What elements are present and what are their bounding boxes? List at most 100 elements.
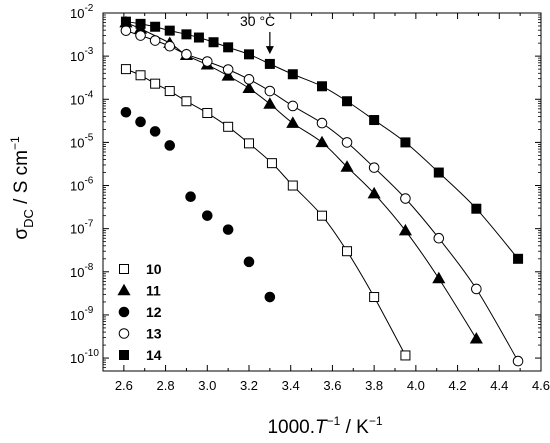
point-10 <box>202 108 213 119</box>
point-14 <box>342 96 353 107</box>
point-14 <box>120 16 131 27</box>
point-10 <box>120 64 131 75</box>
point-12 <box>135 116 146 128</box>
y-tick-label: 10-10 <box>70 348 99 366</box>
legend-marker-13 <box>118 328 130 339</box>
x-tick-label: 2.6 <box>115 378 133 393</box>
x-tick-label: 3.8 <box>365 378 383 393</box>
point-13 <box>164 40 176 52</box>
y-tick-label: 10-7 <box>70 219 94 237</box>
x-tick-label: 3.6 <box>323 378 341 393</box>
point-14 <box>471 203 482 214</box>
x-axis-title-sup2: −1 <box>369 414 383 428</box>
point-14 <box>264 58 275 69</box>
x-tick-label: 4.6 <box>532 378 550 393</box>
point-11 <box>242 81 256 94</box>
point-14 <box>369 115 380 126</box>
point-13 <box>471 283 482 295</box>
point-11 <box>263 97 277 109</box>
point-10 <box>400 350 411 361</box>
point-12 <box>222 224 234 235</box>
point-10 <box>135 70 146 81</box>
x-axis-title-mid: / K <box>340 417 369 438</box>
point-12 <box>201 210 213 221</box>
y-axis-title: σDC / S cm−1 <box>8 136 36 240</box>
y-axis-title-sub: DC <box>21 209 36 228</box>
point-13 <box>149 35 161 46</box>
annotation-label: 30 °C <box>240 13 275 29</box>
point-13 <box>120 25 132 36</box>
point-14 <box>193 32 204 43</box>
y-axis-title-sup: −1 <box>8 136 22 150</box>
point-13 <box>222 64 234 75</box>
legend-label-11: 11 <box>146 283 161 299</box>
legend-marker-10 <box>119 264 129 274</box>
point-10 <box>164 86 175 97</box>
point-13 <box>316 117 328 129</box>
legend-marker-11 <box>117 283 131 296</box>
point-12 <box>243 256 255 268</box>
point-13 <box>135 30 146 41</box>
point-14 <box>317 81 327 92</box>
x-axis-title-italic: T <box>315 417 328 438</box>
point-13 <box>201 56 213 67</box>
point-13 <box>287 100 299 112</box>
point-10 <box>317 210 327 221</box>
point-10 <box>150 78 161 89</box>
point-13 <box>181 49 192 60</box>
legend-marker-14 <box>119 350 129 360</box>
y-tick-label: 10-6 <box>70 176 94 194</box>
point-13 <box>368 162 380 173</box>
point-12 <box>149 126 161 137</box>
x-tick-label: 3.2 <box>240 378 258 393</box>
x-axis-title: 1000.T−1 / K−1 <box>267 414 382 438</box>
point-14 <box>164 25 175 36</box>
point-13 <box>512 355 524 367</box>
x-tick-label: 3.4 <box>282 378 300 393</box>
plot-frame <box>102 12 542 372</box>
point-12 <box>264 291 276 303</box>
x-tick-label: 4.0 <box>407 378 425 393</box>
point-13 <box>243 74 255 85</box>
point-10 <box>244 138 254 149</box>
y-tick-label: 10-5 <box>70 132 94 150</box>
legend-marker-12 <box>118 306 130 318</box>
point-10 <box>342 246 353 257</box>
point-11 <box>432 271 446 284</box>
point-13 <box>400 193 411 204</box>
y-axis-title-mid: / S cm <box>11 150 32 209</box>
point-13 <box>264 85 276 97</box>
point-14 <box>135 18 146 29</box>
annotation-30c: 30 °C <box>240 13 275 55</box>
point-14 <box>433 167 444 178</box>
point-10 <box>287 180 298 191</box>
legend-label-10: 10 <box>146 261 162 277</box>
point-12 <box>164 140 176 151</box>
point-12 <box>185 191 196 203</box>
fit-lines <box>125 21 519 362</box>
point-14 <box>400 137 411 148</box>
x-tick-label: 4.4 <box>490 378 508 393</box>
legend-label-12: 12 <box>146 304 162 320</box>
x-tick-label: 2.8 <box>157 378 175 393</box>
point-11 <box>340 160 354 172</box>
point-14 <box>287 69 298 80</box>
point-14 <box>244 49 254 60</box>
point-10 <box>266 158 277 169</box>
y-tick-label: 10-4 <box>70 89 94 107</box>
y-tick-label: 10-3 <box>70 46 94 64</box>
x-tick-label: 3.0 <box>198 378 216 393</box>
point-14 <box>223 42 234 53</box>
point-11 <box>398 223 412 236</box>
point-14 <box>208 37 219 48</box>
point-10 <box>369 292 380 303</box>
data-markers <box>119 15 524 367</box>
point-14 <box>513 253 524 264</box>
axes: 2.6 2.8 3.0 3.2 3.4 3.6 3.8 4.0 4.2 4.4 4.6 10-10 10… <box>70 3 550 393</box>
point-14 <box>150 21 161 32</box>
point-11 <box>315 135 329 148</box>
point-11 <box>221 69 235 81</box>
fit-line-11 <box>125 22 477 340</box>
point-11 <box>367 186 381 199</box>
